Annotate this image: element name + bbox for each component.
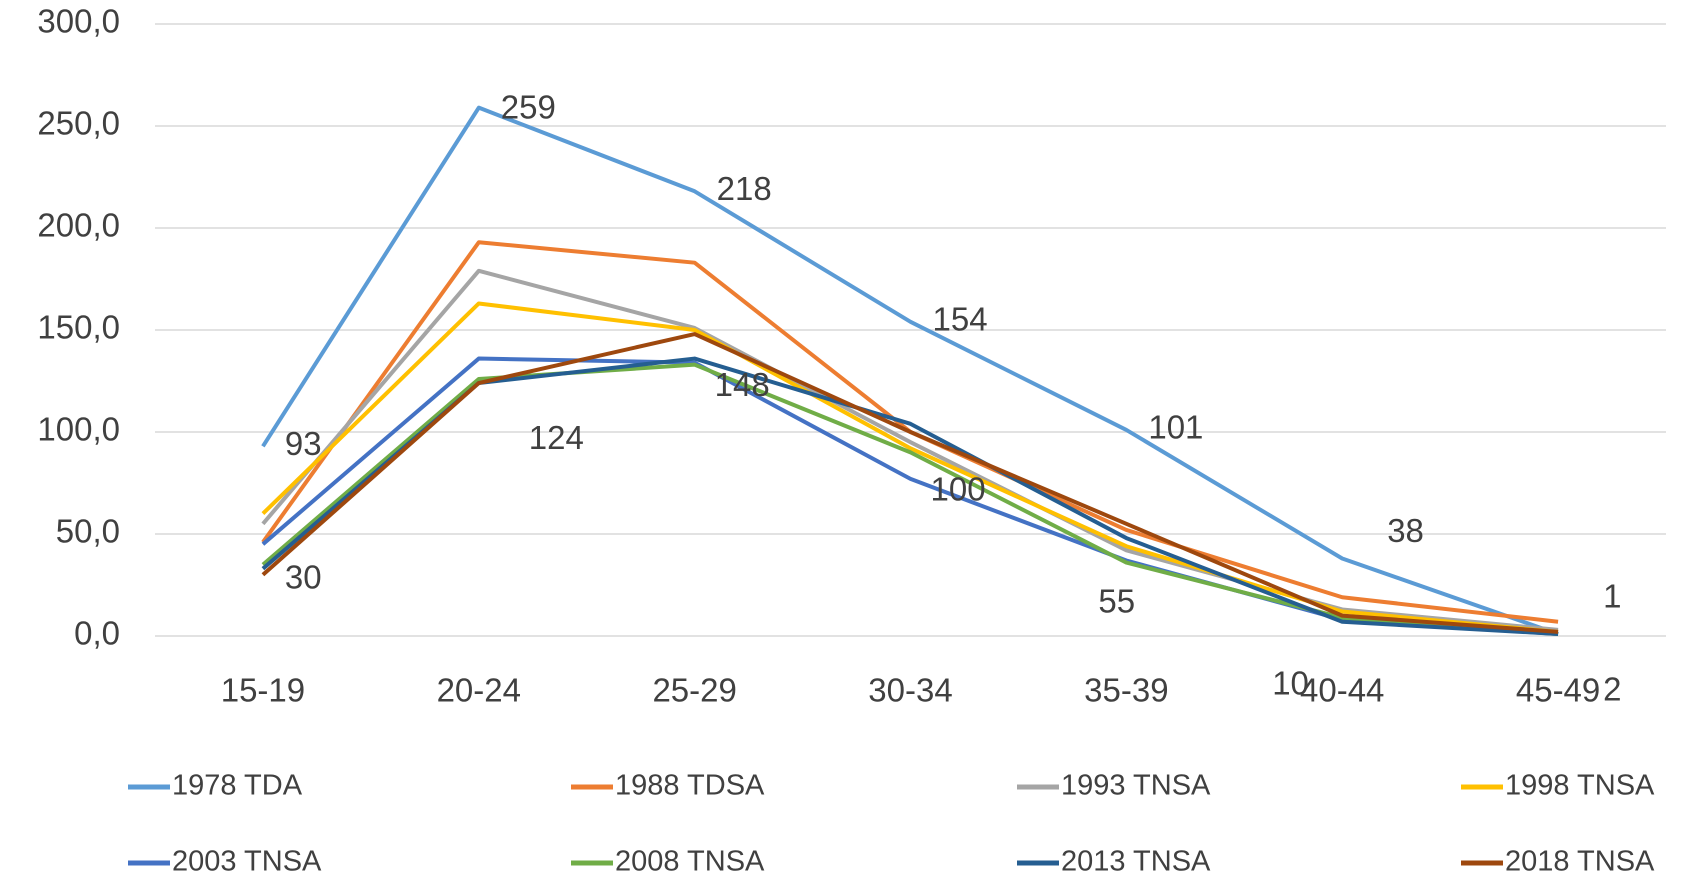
x-tick-label: 25-29 — [652, 672, 736, 709]
data-label: 124 — [529, 419, 584, 456]
series-line — [261, 301, 1559, 634]
series-line — [261, 105, 1559, 636]
x-tick-label: 40-44 — [1300, 672, 1384, 709]
data-label: 100 — [931, 471, 986, 508]
x-tick-label: 30-34 — [868, 672, 952, 709]
data-label: 38 — [1387, 512, 1424, 549]
legend-label: 1993 TNSA — [1061, 770, 1211, 802]
data-label: 55 — [1098, 583, 1135, 620]
x-tick-label: 20-24 — [437, 672, 521, 709]
data-label: 2 — [1603, 671, 1621, 708]
y-tick-label: 100,0 — [37, 411, 120, 448]
legend-label: 1998 TNSA — [1505, 770, 1655, 802]
series-line — [261, 362, 1559, 636]
legend-label: 1988 TDSA — [615, 770, 765, 802]
x-tick-label: 15-19 — [221, 672, 305, 709]
y-tick-label: 250,0 — [37, 105, 120, 142]
legend-label: 2013 TNSA — [1061, 846, 1211, 878]
y-tick-label: 50,0 — [56, 513, 120, 550]
y-tick-label: 200,0 — [37, 207, 120, 244]
y-tick-label: 0,0 — [74, 615, 120, 652]
legend-label: 2018 TNSA — [1505, 846, 1655, 878]
x-tick-label: 35-39 — [1084, 672, 1168, 709]
series-line — [261, 332, 1559, 634]
data-label: 101 — [1148, 409, 1203, 446]
legend-label: 2003 TNSA — [172, 846, 322, 878]
x-tick-label: 45-49 — [1516, 672, 1600, 709]
data-label: 1 — [1603, 578, 1621, 615]
data-label: 93 — [285, 425, 322, 462]
data-label: 148 — [715, 366, 770, 403]
data-label: 10 — [1272, 664, 1309, 701]
legend-label: 2008 TNSA — [615, 846, 765, 878]
y-tick-label: 150,0 — [37, 309, 120, 346]
data-label: 218 — [717, 170, 772, 207]
data-label: 154 — [933, 301, 988, 338]
legend-label: 1978 TDA — [172, 770, 303, 802]
data-label: 30 — [285, 559, 322, 596]
y-tick-label: 300,0 — [37, 3, 120, 40]
data-label: 259 — [501, 88, 556, 125]
